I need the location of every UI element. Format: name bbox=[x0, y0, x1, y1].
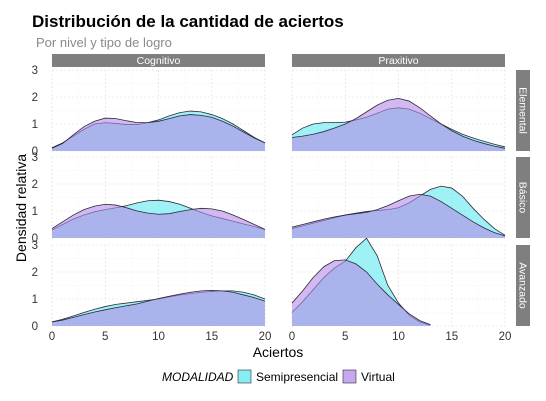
density-area-virtual bbox=[292, 98, 505, 151]
facet-grid: Cognitivo Praxitivo Elemental Básico Avanzad… bbox=[32, 54, 530, 343]
legend-swatch-virtual bbox=[342, 369, 357, 384]
y-tick-label: 1 bbox=[32, 119, 38, 131]
y-tick-label: 2 bbox=[32, 267, 38, 279]
panel-cognitivo-avanzado: 0 1 2 3 0 5 10 15 20 bbox=[32, 240, 272, 343]
y-tick-label: 3 bbox=[32, 240, 38, 252]
x-axis-label: Aciertos bbox=[253, 344, 304, 360]
strip-label-elemental: Elemental bbox=[517, 87, 529, 134]
strip-avanzado bbox=[516, 245, 530, 326]
y-tick-label: 3 bbox=[32, 65, 38, 77]
y-tick-label: 0 bbox=[32, 146, 38, 158]
x-tick-label: 5 bbox=[102, 331, 108, 343]
density-area-virtual bbox=[52, 204, 265, 238]
legend-label-virtual: Virtual bbox=[361, 370, 395, 384]
density-area-virtual bbox=[292, 194, 505, 238]
strip-cognitivo bbox=[52, 54, 265, 67]
density-area-virtual bbox=[292, 259, 431, 326]
panel-praxitivo-avanzado: 0 5 10 15 20 bbox=[289, 237, 512, 343]
y-tick-label: 3 bbox=[32, 152, 38, 164]
y-tick-label: 0 bbox=[32, 233, 38, 245]
strip-label-praxitivo: Praxitivo bbox=[378, 55, 418, 67]
panel-praxitivo-elemental bbox=[291, 69, 506, 152]
panel-cognitivo-elemental: 0 1 2 3 bbox=[32, 65, 266, 158]
y-tick-label: 1 bbox=[32, 294, 38, 306]
chart-title: Distribución de la cantidad de aciertos bbox=[32, 12, 344, 31]
density-outline-virtual bbox=[51, 114, 266, 149]
x-tick-label: 10 bbox=[152, 331, 165, 343]
strip-label-cognitivo: Cognitivo bbox=[137, 55, 181, 67]
strip-label-basico: Básico bbox=[517, 182, 529, 214]
x-tick-label: 20 bbox=[499, 331, 512, 343]
density-area-virtual bbox=[52, 290, 265, 326]
y-tick-label: 2 bbox=[32, 179, 38, 191]
x-tick-label: 15 bbox=[445, 331, 458, 343]
y-tick-label: 1 bbox=[32, 206, 38, 218]
strip-praxitivo bbox=[292, 54, 505, 67]
x-tick-label: 15 bbox=[205, 331, 218, 343]
y-tick-label: 0 bbox=[32, 321, 38, 333]
legend: MODALIDAD Semipresencial Virtual bbox=[162, 369, 395, 384]
strip-label-avanzado: Avanzado bbox=[517, 262, 529, 309]
legend-title: MODALIDAD bbox=[162, 370, 234, 384]
x-tick-label: 5 bbox=[342, 331, 348, 343]
x-tick-label: 20 bbox=[259, 331, 272, 343]
x-tick-label: 0 bbox=[49, 331, 55, 343]
density-outline-virtual bbox=[291, 259, 431, 326]
density-outline-virtual bbox=[291, 193, 506, 237]
panel-praxitivo-basico bbox=[291, 156, 506, 239]
x-tick-label: 10 bbox=[392, 331, 405, 343]
x-tick-label: 0 bbox=[289, 331, 295, 343]
density-outline-virtual bbox=[291, 97, 506, 149]
density-area-virtual bbox=[52, 114, 265, 151]
density-outline-virtual bbox=[51, 203, 266, 230]
panel-cognitivo-basico: 0 1 2 3 bbox=[32, 152, 266, 245]
strip-basico bbox=[516, 157, 530, 238]
chart-subtitle: Por nivel y tipo de logro bbox=[36, 35, 172, 50]
y-tick-label: 2 bbox=[32, 92, 38, 104]
density-outline-virtual bbox=[51, 289, 266, 323]
legend-swatch-semipresencial bbox=[237, 369, 252, 384]
legend-label-semipresencial: Semipresencial bbox=[256, 370, 338, 384]
y-axis-label: Densidad relativa bbox=[13, 154, 29, 262]
strip-elemental bbox=[516, 70, 530, 151]
